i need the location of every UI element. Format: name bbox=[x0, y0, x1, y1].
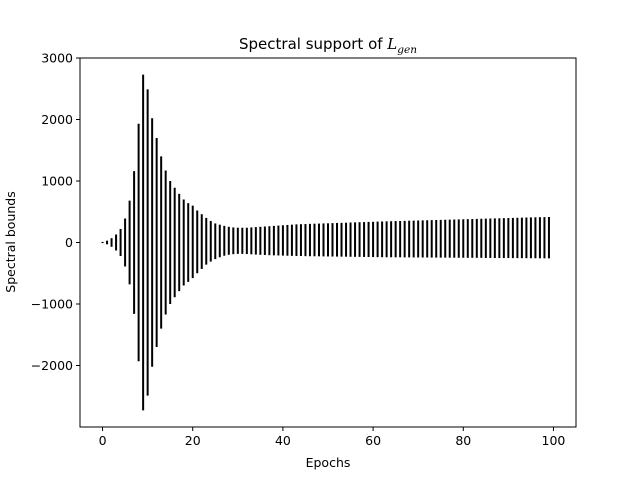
x-tick-label: 20 bbox=[185, 433, 201, 448]
y-tick-label: 3000 bbox=[41, 51, 73, 66]
y-axis: −2000 −1000 0 1000 2000 3000 bbox=[31, 51, 80, 373]
x-tick-label: 40 bbox=[275, 433, 291, 448]
x-tick-label: 100 bbox=[542, 433, 566, 448]
y-tick-label: −2000 bbox=[31, 358, 73, 373]
y-tick-label: 1000 bbox=[41, 174, 73, 189]
x-axis: 0 20 40 60 80 100 bbox=[99, 427, 566, 448]
y-tick-label: 2000 bbox=[41, 112, 73, 127]
chart-title: Spectral support of Lgen bbox=[239, 35, 417, 56]
y-tick-label: −1000 bbox=[31, 297, 73, 312]
error-bars bbox=[101, 74, 550, 411]
x-tick-label: 60 bbox=[365, 433, 381, 448]
x-tick-label: 0 bbox=[99, 433, 107, 448]
y-tick-label: 0 bbox=[65, 235, 73, 250]
x-tick-label: 80 bbox=[455, 433, 471, 448]
x-axis-label: Epochs bbox=[306, 455, 351, 470]
y-axis-label: Spectral bounds bbox=[3, 191, 18, 292]
